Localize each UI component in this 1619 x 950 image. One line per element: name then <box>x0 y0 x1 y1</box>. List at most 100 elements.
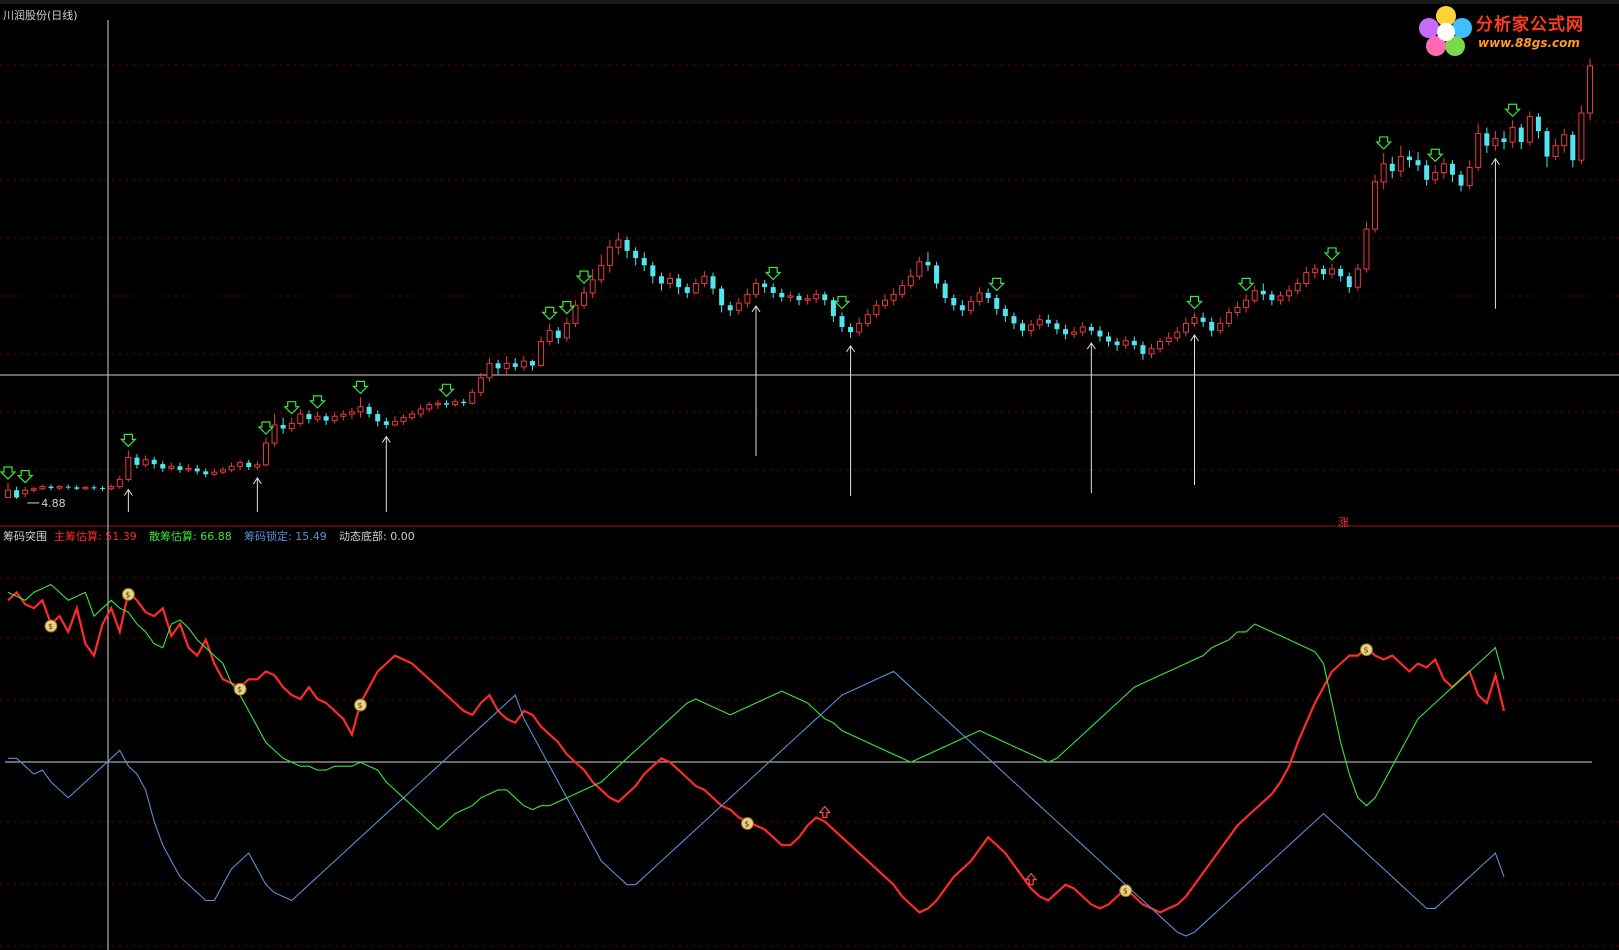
candle-body <box>1424 165 1430 180</box>
candle-body <box>1020 323 1026 331</box>
candle-body <box>1509 127 1516 143</box>
watermark-logo: 分析家公式网 www.88gs.com <box>1418 4 1613 56</box>
candle-body <box>409 413 416 419</box>
candle-body <box>1578 112 1585 161</box>
price-panel: 4.88 <box>0 58 1593 512</box>
candle-body <box>890 293 897 301</box>
up-arrow-icon <box>751 305 761 313</box>
candle-body <box>1054 323 1060 330</box>
candle-body <box>976 292 983 303</box>
candle-body <box>692 283 699 294</box>
candle-body <box>1148 348 1155 355</box>
candle-body <box>203 471 209 475</box>
candle-body <box>314 415 321 420</box>
legend-item: 动态底部: 0.00 <box>339 529 415 543</box>
candle-body <box>615 239 622 248</box>
up-arrow-icon <box>846 345 856 353</box>
up-arrow-icon <box>123 488 133 496</box>
candle-body <box>581 292 588 306</box>
down-arrow-icon <box>352 380 369 395</box>
down-arrow-icon <box>1186 295 1203 310</box>
candle-body <box>348 411 355 415</box>
candle-body <box>710 276 716 289</box>
candle-body <box>916 261 923 277</box>
legend-item: 主筹估算: 51.39 <box>54 529 137 543</box>
candle-body <box>1286 290 1293 297</box>
candle-body <box>1045 319 1051 324</box>
series-line <box>8 670 1505 937</box>
candle-body <box>1243 299 1250 308</box>
coin-marker-icon <box>740 817 754 830</box>
candle-body <box>813 293 820 300</box>
candle-body <box>839 316 845 328</box>
candle-body <box>177 466 183 470</box>
coin-marker-icon <box>233 682 247 696</box>
candle-body <box>830 300 836 317</box>
down-arrow-icon <box>764 266 782 281</box>
candle-body <box>306 414 312 420</box>
candle-body <box>1303 272 1310 285</box>
down-arrow-icon <box>1323 247 1341 261</box>
grid-lines <box>0 20 1619 950</box>
candle-body <box>520 360 527 368</box>
down-arrow-icon <box>1426 148 1444 163</box>
limit-up-mark: 涨 <box>1338 516 1349 529</box>
candle-body <box>194 468 200 472</box>
candle-body <box>1036 319 1043 326</box>
candle-body <box>383 421 389 425</box>
candle-body <box>1140 345 1146 354</box>
candle-body <box>262 442 269 466</box>
candle-body <box>1028 324 1035 332</box>
candle-body <box>881 299 888 306</box>
down-arrow-icon <box>1375 136 1393 150</box>
candle-body <box>1182 322 1189 333</box>
candle-body <box>1106 336 1112 342</box>
candle-body <box>994 298 1000 309</box>
candle-body <box>1277 295 1284 301</box>
candle-body <box>100 488 106 490</box>
candle-body <box>452 401 459 406</box>
down-arrow-icon <box>16 470 34 484</box>
candle-body <box>1174 331 1181 339</box>
candle-body <box>340 413 347 417</box>
coin-marker-icon <box>354 698 368 712</box>
down-arrow-icon <box>283 401 301 415</box>
candle-body <box>211 471 218 475</box>
candle-body <box>469 391 476 404</box>
candle-body <box>650 265 656 277</box>
watermark-url: www.88gs.com <box>1478 36 1580 50</box>
candle-body <box>1484 133 1490 146</box>
candle-body <box>606 246 613 266</box>
candle-body <box>1114 341 1120 346</box>
candle-body <box>1346 276 1352 288</box>
candle-body <box>1406 156 1412 161</box>
candle-body <box>1294 283 1301 292</box>
candle-body <box>959 305 965 311</box>
candle-body <box>246 462 252 468</box>
candle-body <box>1492 137 1499 147</box>
candle-body <box>667 277 674 284</box>
candle-body <box>744 293 751 304</box>
candle-body <box>1458 174 1464 186</box>
coin-marker-icon <box>1359 643 1373 657</box>
candle-body <box>91 487 97 489</box>
series-line <box>7 583 1505 831</box>
candle-body <box>1011 316 1017 324</box>
candle-body <box>555 330 561 338</box>
candle-body <box>400 417 407 422</box>
legend-item: 散筹估算: 66.88 <box>149 529 232 543</box>
candle-body <box>297 413 304 425</box>
candle-body <box>82 486 89 490</box>
candle-body <box>443 403 449 405</box>
candle-body <box>417 408 424 415</box>
candle-body <box>624 239 630 251</box>
candle-body <box>1466 166 1473 187</box>
candle-body <box>1397 156 1404 172</box>
candle-body <box>477 377 484 393</box>
candle-body <box>512 363 518 367</box>
candle-body <box>1260 290 1266 295</box>
coin-marker-glyph: $ <box>744 820 749 829</box>
candle-body <box>856 322 863 333</box>
series-line <box>7 590 1506 914</box>
candle-body <box>1380 163 1387 183</box>
